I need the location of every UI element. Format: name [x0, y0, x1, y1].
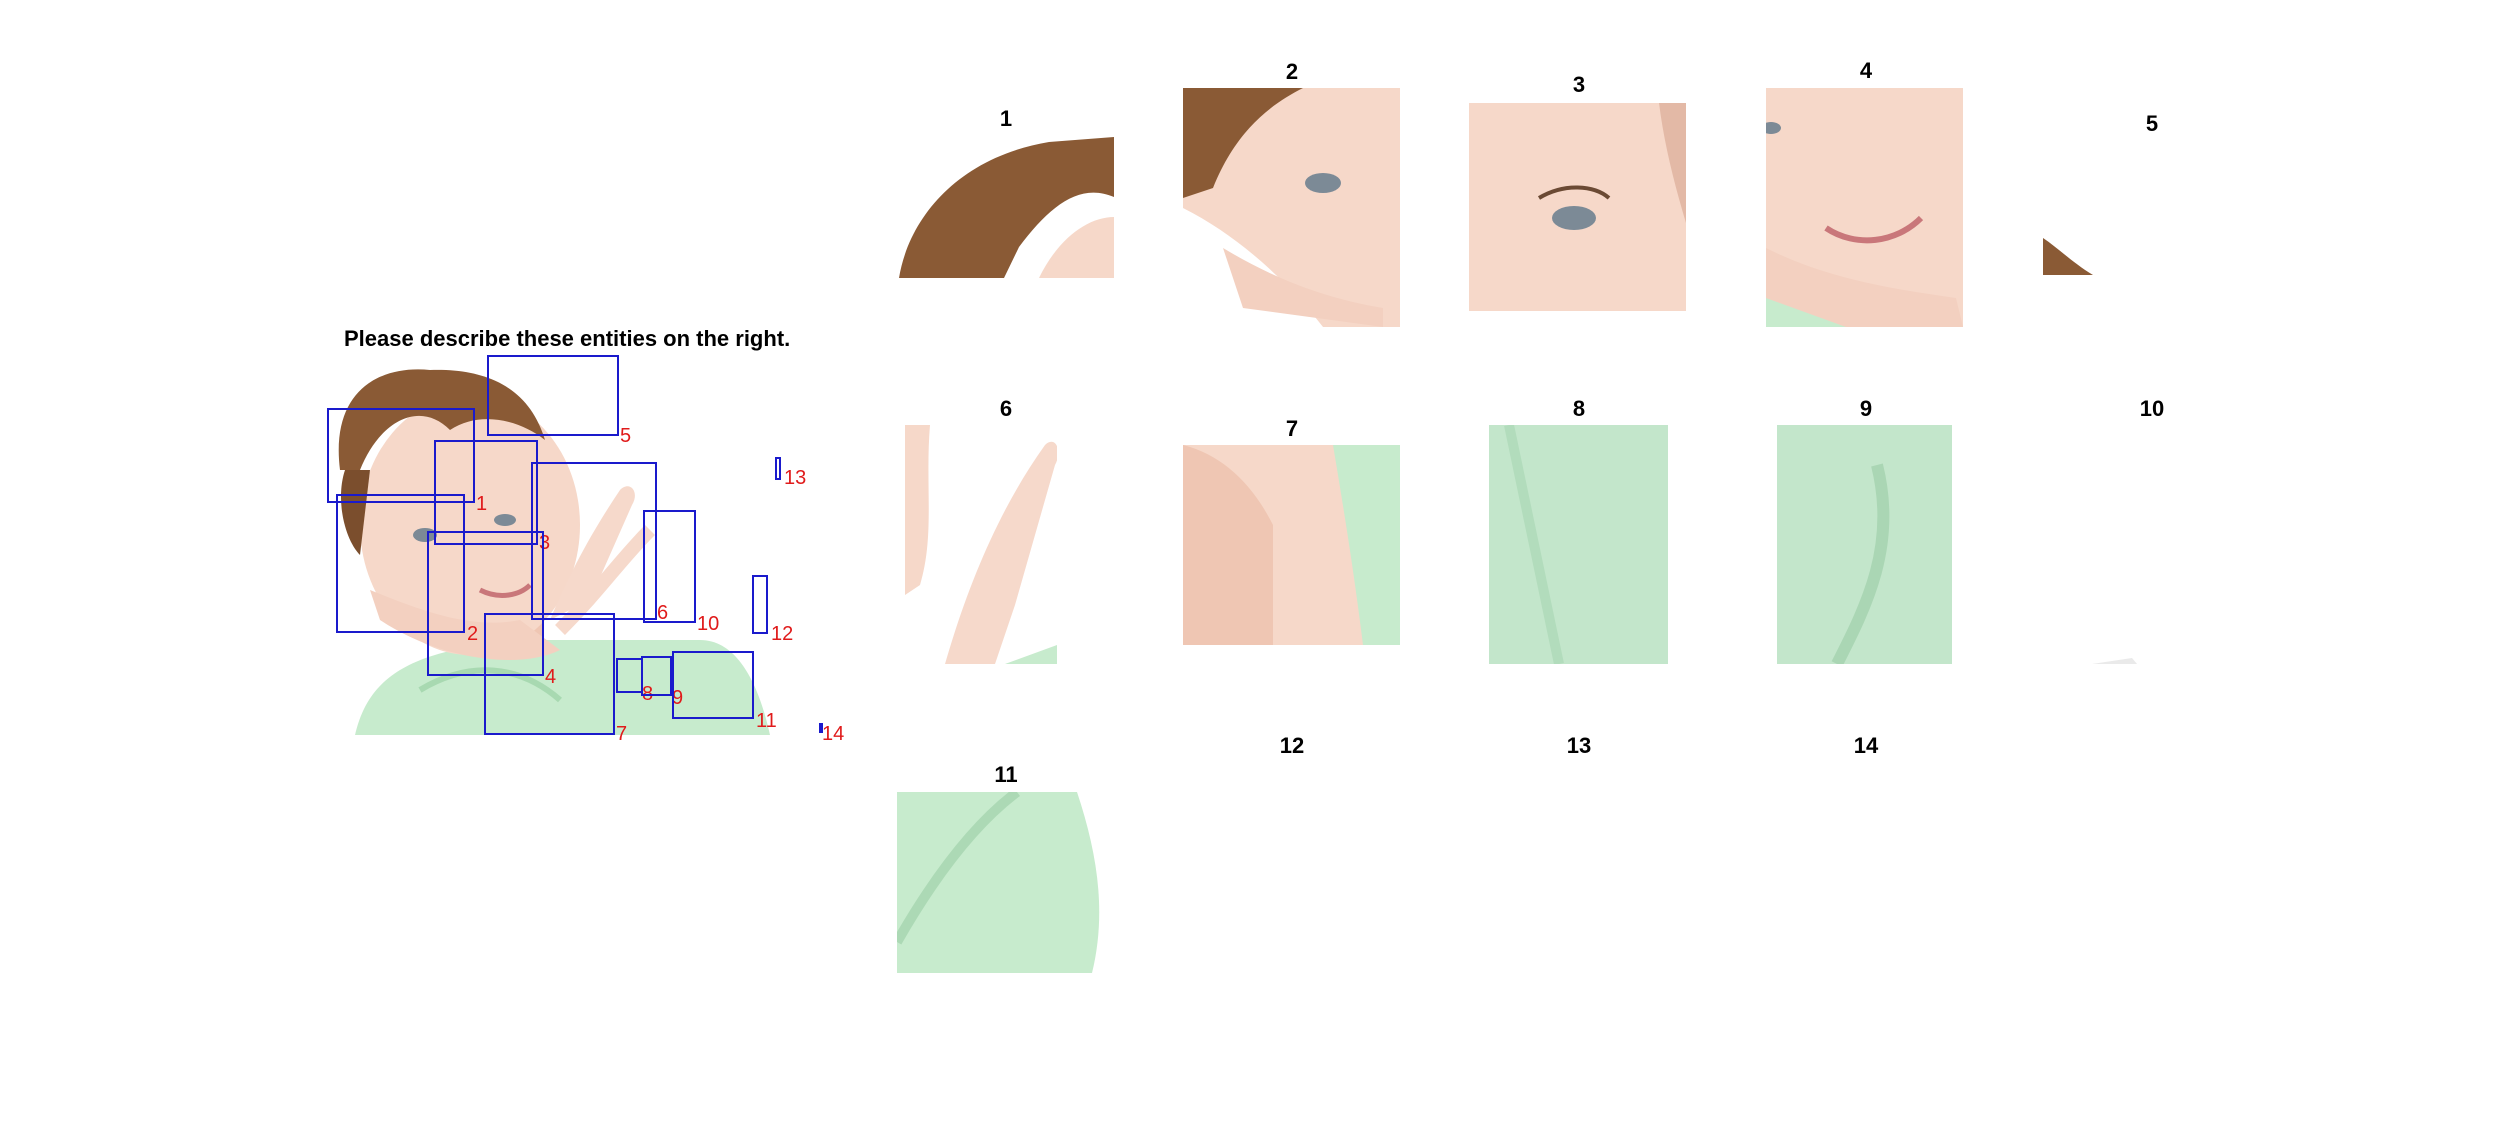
crop-title-10: 10 [2139, 396, 2165, 421]
box-2 [336, 494, 465, 633]
box-5 [487, 355, 619, 436]
box-13 [775, 457, 781, 480]
crop-title-2: 2 [1285, 59, 1299, 84]
box-12 [752, 575, 768, 634]
crop-image-8 [1489, 425, 1668, 664]
box-6 [531, 462, 657, 620]
crop-title-7: 7 [1285, 416, 1299, 441]
box-1 [327, 408, 475, 503]
crop-image-4 [1766, 88, 1963, 327]
box-14 [819, 723, 823, 733]
crop-image-11 [897, 792, 1101, 973]
crop-image-2 [1183, 88, 1400, 327]
crop-image-9 [1777, 425, 1952, 664]
crop-image-10 [2092, 656, 2137, 664]
crop-image-1 [899, 137, 1114, 278]
box-4-label: 4 [545, 666, 557, 688]
box-11 [672, 651, 754, 719]
crop-title-5: 5 [2145, 111, 2159, 136]
crop-title-4: 4 [1859, 58, 1873, 83]
box-9-label: 9 [672, 687, 684, 709]
box-14-label: 14 [822, 723, 845, 745]
source-photo [338, 369, 770, 735]
box-2-label: 2 [467, 623, 479, 645]
box-3-label: 3 [539, 532, 551, 554]
box-9 [641, 656, 672, 696]
crop-title-8: 8 [1572, 396, 1586, 421]
crop-title-12: 12 [1279, 733, 1305, 758]
crop-image-6 [905, 425, 1057, 664]
box-8 [616, 658, 643, 693]
instruction-text: Please describe these entities on the ri… [344, 326, 791, 351]
crop-title-1: 1 [999, 106, 1013, 131]
box-7-label: 7 [616, 723, 628, 745]
box-11-label: 11 [756, 710, 777, 732]
box-1-label: 1 [476, 493, 488, 515]
crop-image-7 [1183, 445, 1400, 645]
crop-title-3: 3 [1572, 72, 1586, 97]
box-5-label: 5 [620, 425, 632, 447]
crop-title-9: 9 [1859, 396, 1873, 421]
crop-title-6: 6 [999, 396, 1013, 421]
box-12-label: 12 [771, 623, 794, 645]
crop-image-5 [2043, 208, 2093, 275]
box-6-label: 6 [657, 602, 669, 624]
box-10 [643, 510, 696, 623]
crop-title-14: 14 [1853, 733, 1879, 758]
crop-title-13: 13 [1566, 733, 1592, 758]
crop-image-3 [1469, 103, 1686, 311]
box-13-label: 13 [784, 467, 807, 489]
box-10-label: 10 [697, 613, 720, 635]
box-7 [484, 613, 615, 735]
crop-title-11: 11 [994, 762, 1018, 787]
box-3 [434, 440, 538, 545]
